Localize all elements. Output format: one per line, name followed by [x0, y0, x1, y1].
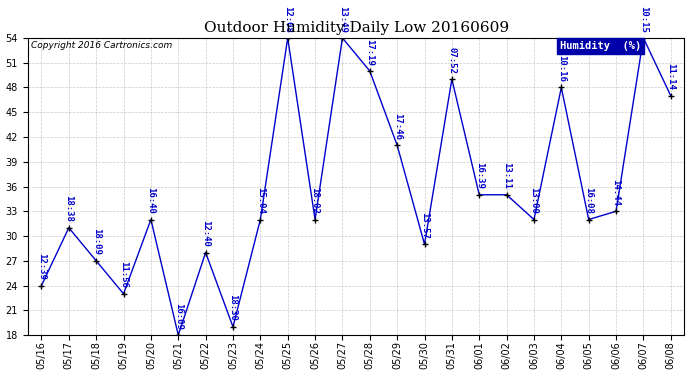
Text: 15:04: 15:04 [256, 187, 265, 214]
Text: 13:49: 13:49 [338, 6, 347, 32]
Text: 18:02: 18:02 [310, 187, 319, 214]
Text: 18:38: 18:38 [64, 195, 73, 222]
Text: 13:57: 13:57 [420, 212, 429, 239]
Text: 07:52: 07:52 [447, 47, 456, 74]
Text: 10:15: 10:15 [639, 6, 648, 32]
Text: 11:56: 11:56 [119, 261, 128, 288]
Text: Copyright 2016 Cartronics.com: Copyright 2016 Cartronics.com [31, 41, 172, 50]
Title: Outdoor Humidity Daily Low 20160609: Outdoor Humidity Daily Low 20160609 [204, 21, 509, 35]
Text: 16:39: 16:39 [475, 162, 484, 189]
Text: 18:30: 18:30 [228, 294, 237, 321]
Text: 17:19: 17:19 [365, 39, 374, 66]
Text: 11:14: 11:14 [667, 63, 676, 90]
Text: 16:40: 16:40 [146, 187, 155, 214]
Text: 17:46: 17:46 [393, 113, 402, 140]
Text: Humidity  (%): Humidity (%) [560, 41, 641, 51]
Text: 12:39: 12:39 [37, 253, 46, 280]
Text: 18:09: 18:09 [92, 228, 101, 255]
Text: 16:08: 16:08 [584, 187, 593, 214]
Text: 12:40: 12:40 [201, 220, 210, 247]
Text: 10:16: 10:16 [557, 55, 566, 82]
Text: 12:08: 12:08 [283, 6, 292, 32]
Text: 14:44: 14:44 [611, 179, 620, 206]
Text: 16:09: 16:09 [174, 303, 183, 330]
Text: 13:00: 13:00 [529, 187, 538, 214]
Text: 13:11: 13:11 [502, 162, 511, 189]
